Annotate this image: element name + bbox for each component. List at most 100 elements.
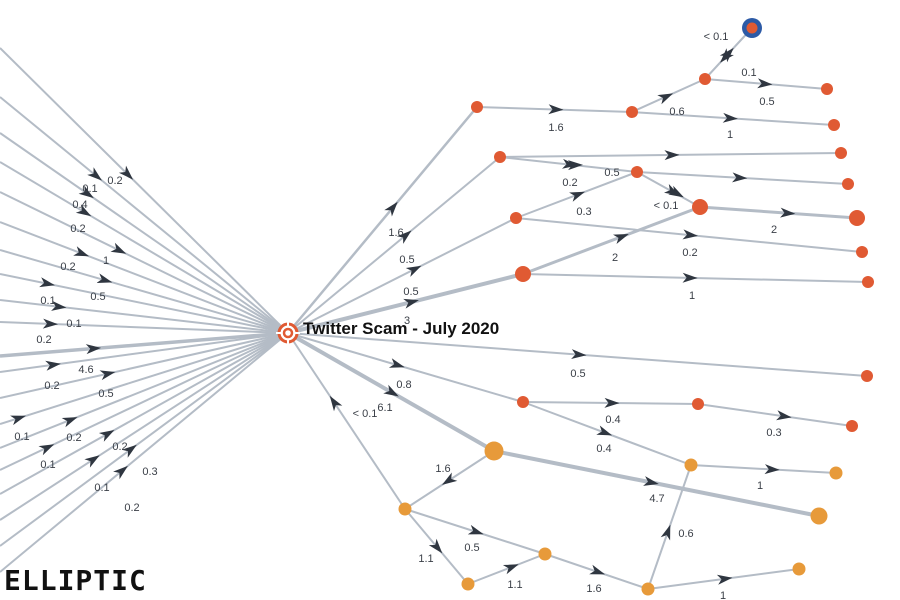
- outgoing-edge-21-arrow: [682, 229, 698, 240]
- outgoing-edge-28-arrow: [643, 476, 659, 486]
- address-node-i: [842, 178, 854, 190]
- incoming-edge-14-arrow: [10, 415, 26, 426]
- address-node-b: [626, 106, 638, 118]
- outgoing-edge-23-arrow: [682, 272, 698, 283]
- incoming-edge-19: [0, 332, 289, 547]
- outgoing-edge-label-33: 1.1: [507, 579, 522, 591]
- outgoing-edge-label-24: 0.4: [605, 414, 620, 426]
- outgoing-edge-1-arrow: [384, 201, 398, 217]
- outgoing-edge-3-arrow: [405, 265, 422, 277]
- outgoing-edge-label-8: < 0.1: [353, 408, 378, 420]
- return-node-y: [538, 547, 552, 561]
- outgoing-edge-32-arrow: [467, 524, 484, 535]
- incoming-edge-11-arrow: [85, 344, 102, 355]
- outgoing-edge-label-27: 1: [757, 480, 763, 492]
- return-node-x: [829, 466, 843, 480]
- outgoing-edge-label-1: 1.6: [388, 227, 403, 239]
- incoming-edge-label-12: 0.2: [44, 380, 59, 392]
- return-node-u: [810, 507, 828, 525]
- outgoing-edge-label-14: 0.5: [759, 96, 774, 108]
- incoming-edge-label-17: 0.2: [112, 441, 127, 453]
- address-node-f: [494, 151, 506, 163]
- outgoing-edge-6: [287, 332, 524, 403]
- outgoing-edge-9-arrow: [548, 104, 564, 115]
- return-node-v: [398, 502, 412, 516]
- address-node-s: [846, 420, 858, 432]
- incoming-edge-8-arrow: [39, 277, 55, 288]
- highlighted-node-core: [746, 22, 758, 34]
- outgoing-edge-34-arrow: [589, 564, 605, 575]
- outgoing-edge-label-25: 0.4: [596, 443, 611, 455]
- incoming-edge-label-18: 0.1: [94, 482, 109, 494]
- incoming-edge-9-arrow: [51, 300, 67, 311]
- outgoing-edge-6-arrow: [388, 358, 405, 368]
- incoming-edge-label-20: 0.2: [124, 502, 139, 514]
- incoming-edge-12: [0, 332, 289, 373]
- address-node-r: [692, 398, 704, 410]
- outgoing-edge-3: [287, 217, 517, 334]
- outgoing-edge-label-13: 0.1: [741, 67, 756, 79]
- incoming-edge-5-arrow: [110, 242, 127, 254]
- incoming-edge-18-arrow: [84, 455, 100, 468]
- outgoing-edge-13-arrow: [720, 48, 734, 63]
- outgoing-edge-26-arrow: [776, 410, 792, 421]
- incoming-edge-17: [0, 332, 289, 495]
- hub-target-icon-inner: [282, 327, 294, 339]
- outgoing-edge-22-arrow: [613, 234, 629, 244]
- incoming-edge-label-15: 0.2: [66, 432, 81, 444]
- incoming-edge-label-13: 0.5: [98, 388, 113, 400]
- outgoing-edge-20: [699, 205, 858, 220]
- incoming-edge-label-14: 0.1: [14, 431, 29, 443]
- incoming-edge-2-arrow: [87, 167, 102, 181]
- outgoing-edge-11-arrow: [722, 112, 738, 123]
- outgoing-edge-14-arrow: [757, 78, 773, 89]
- incoming-edge-9: [0, 299, 289, 334]
- incoming-edge-3-arrow: [78, 185, 94, 199]
- elliptic-logo: ELLIPTIC: [4, 564, 147, 597]
- incoming-edge-19-arrow: [121, 444, 137, 458]
- incoming-edge-12-arrow: [45, 360, 61, 371]
- outgoing-edge-label-2: 0.5: [399, 254, 414, 266]
- outgoing-edge-label-30: 0.6: [678, 528, 693, 540]
- outgoing-edge-20-arrow: [780, 207, 796, 218]
- outgoing-edge-label-4: 3: [404, 315, 410, 327]
- outgoing-edge-f-g-arrow-2: [567, 160, 583, 171]
- incoming-edge-17-arrow: [98, 430, 115, 442]
- incoming-edge-11: [0, 331, 289, 358]
- address-node-m: [856, 246, 868, 258]
- outgoing-edge-4: [287, 272, 524, 335]
- incoming-edge-label-10: 0.2: [36, 334, 51, 346]
- outgoing-edge-10-arrow: [657, 93, 674, 105]
- outgoing-edge-29-arrow: [442, 472, 458, 485]
- incoming-edge-label-6: 0.2: [60, 261, 75, 273]
- outgoing-edge-17-arrow: [664, 150, 680, 161]
- outgoing-edge-7-arrow: [383, 384, 399, 397]
- return-node-ab: [792, 562, 806, 576]
- incoming-edge-label-16: 0.1: [40, 459, 55, 471]
- incoming-edge-13-arrow: [99, 370, 116, 381]
- outgoing-edge-8: [287, 332, 406, 510]
- outgoing-edge-label-6: 0.8: [396, 379, 411, 391]
- outgoing-edge-22: [522, 205, 701, 276]
- return-node-z: [461, 577, 475, 591]
- incoming-edge-18: [0, 332, 289, 521]
- outgoing-edge-18-arrow: [732, 172, 748, 183]
- incoming-edge-label-4: 0.2: [70, 223, 85, 235]
- incoming-edge-label-2: 0.1: [82, 183, 97, 195]
- incoming-edge-1: [0, 47, 289, 334]
- outgoing-edge-label-29: 1.6: [435, 463, 450, 475]
- address-node-j: [510, 212, 522, 224]
- outgoing-edge-27-arrow: [764, 464, 780, 475]
- outgoing-edge-35-arrow: [716, 574, 733, 585]
- outgoing-edge-label-10: 0.6: [669, 106, 684, 118]
- incoming-edge-20-arrow: [113, 465, 128, 480]
- address-node-a: [471, 101, 483, 113]
- outgoing-edge-1: [287, 106, 478, 334]
- incoming-edge-label-8: 0.1: [40, 295, 55, 307]
- address-node-d: [821, 83, 833, 95]
- outgoing-edge-8-arrow: [329, 395, 343, 412]
- incoming-edge-label-1: 0.2: [107, 175, 122, 187]
- outgoing-edge-label-12: < 0.1: [704, 31, 729, 43]
- outgoing-edge-label-15: 0.2: [562, 177, 577, 189]
